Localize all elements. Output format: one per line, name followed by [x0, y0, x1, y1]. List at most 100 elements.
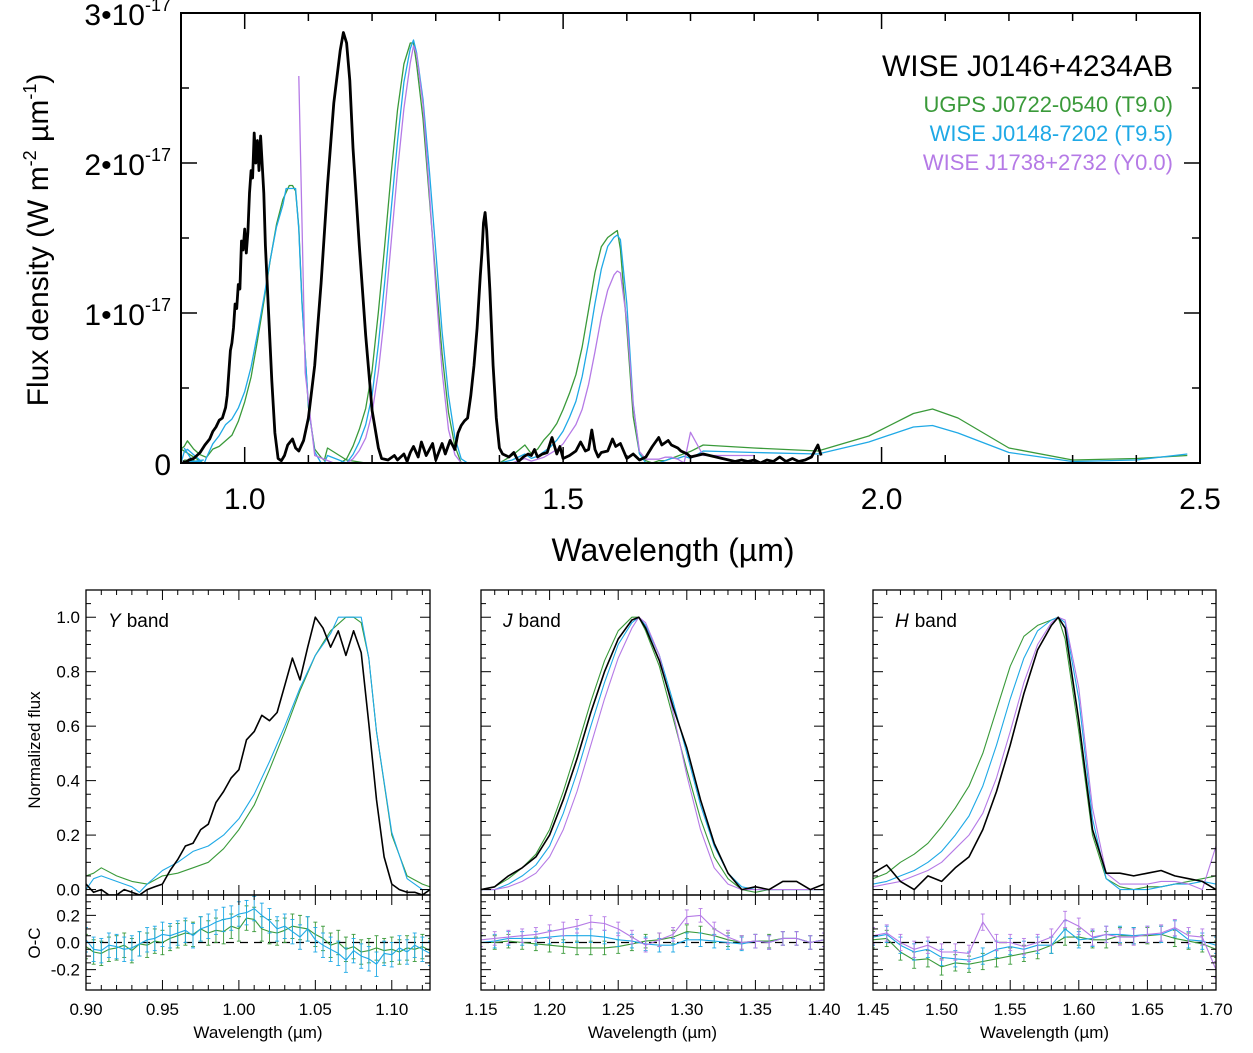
main-y-tick-label-exp: -17	[145, 0, 171, 15]
main-y-tick-label-base: 1•10	[84, 299, 145, 332]
band-letter: H	[895, 611, 909, 632]
band-x-tick-label: 1.50	[925, 1000, 958, 1019]
band-x-tick-label: 1.20	[533, 1000, 566, 1019]
residual-y-tick-label: 0.0	[56, 934, 80, 953]
main-y-tick-label: 0	[154, 449, 171, 482]
legend-entry-target: WISE J0146+4234AB	[882, 50, 1173, 83]
main-x-axis-label: Wavelength (µm)	[551, 532, 794, 568]
residual-line-wise0148	[873, 928, 1216, 961]
band-x-axis-label: Wavelength (µm)	[193, 1023, 322, 1042]
series-line-target	[182, 31, 823, 463]
main-ticks	[181, 12, 1201, 464]
residual-line-ugps	[86, 917, 430, 954]
main-legend: WISE J0146+4234AB UGPS J0722-0540 (T9.0)…	[882, 50, 1173, 175]
band-series-line-ugps	[481, 616, 824, 893]
band-x-tick-label: 1.05	[299, 1000, 332, 1019]
band-series-line-target	[481, 616, 824, 891]
band-x-tick-label: 1.45	[856, 1000, 889, 1019]
y-band-panel: 0.90 0.95 1.00 1.05 1.10 0.0 0.2 0.4 0.6 0.8 1.0 -0…	[51, 589, 431, 1042]
main-x-axis-label-post: )	[784, 532, 795, 568]
band-x-axis-label: Wavelength (µm)	[980, 1023, 1109, 1042]
j-band-panel: 1.15 1.20 1.25 1.30 1.35 1.40 J band Wavelength …	[464, 589, 841, 1042]
residual-line-wise0148	[86, 908, 430, 965]
band-y-tick-label: 0.2	[56, 826, 80, 845]
band-x-axis-label: Wavelength (µm)	[588, 1023, 717, 1042]
band-series-line-wise0148	[481, 616, 824, 891]
band-x-tick-label: 1.10	[375, 1000, 408, 1019]
main-x-tick-label: 2.5	[1179, 483, 1221, 516]
main-spectrum-panel: 1.0 1.5 2.0 2.5 01•10-172•10-173•10-17 Wave…	[20, 0, 1221, 568]
band-x-tick-label: 1.60	[1062, 1000, 1095, 1019]
band-series-line-target	[873, 616, 1216, 891]
normalized-flux-axis-label: Normalized flux	[25, 691, 44, 809]
band-series-line-wise1738	[873, 616, 1216, 891]
band-y-tick-label: 1.0	[56, 608, 80, 627]
band-series-line-ugps	[86, 616, 430, 888]
band-series-line-wise1738	[481, 616, 824, 891]
residual-y-tick-label: -0.2	[51, 961, 80, 980]
band-x-tick-label: 0.90	[69, 1000, 102, 1019]
band-x-tick-label: 1.15	[464, 1000, 497, 1019]
main-x-axis-label-pre: Wavelength (	[551, 532, 739, 568]
main-x-tick-labels: 1.0 1.5 2.0 2.5	[224, 483, 1221, 516]
main-x-tick-label: 1.5	[542, 483, 584, 516]
main-y-tick-labels: 01•10-172•10-173•10-17	[84, 0, 171, 482]
main-y-tick-label: 2•10-17	[84, 145, 171, 182]
main-series-group	[181, 31, 1188, 463]
legend-entry-ugps: UGPS J0722-0540 (T9.0)	[924, 92, 1173, 117]
legend-entry-wise1738: WISE J1738+2732 (Y0.0)	[923, 150, 1173, 175]
band-plot-frame	[872, 589, 1217, 896]
band-series-line-target	[86, 616, 430, 895]
residual-axis-label: O-C	[25, 927, 44, 958]
band-series-line-wise0148	[873, 616, 1216, 891]
band-letter: J	[502, 611, 513, 632]
band-letter: Y	[108, 611, 122, 632]
series-line-ugps	[181, 42, 1188, 463]
band-x-tick-label: 1.55	[994, 1000, 1027, 1019]
band-word: band	[915, 611, 957, 632]
series-line-wise0148	[181, 39, 1188, 463]
band-x-tick-label: 1.65	[1131, 1000, 1164, 1019]
band-x-tick-label: 0.95	[146, 1000, 179, 1019]
main-y-tick-label: 1•10-17	[84, 295, 171, 332]
main-y-tick-label-base: 2•10	[84, 149, 145, 182]
residual-y-tick-label: 0.2	[56, 906, 80, 925]
band-x-tick-label: 1.25	[602, 1000, 635, 1019]
main-y-tick-label-base: 3•10	[84, 0, 145, 32]
main-y-axis-label-pre: Flux density (W m	[22, 166, 55, 406]
main-y-tick-label: 3•10-17	[84, 0, 171, 32]
band-y-tick-label: 0.4	[56, 772, 80, 791]
main-y-axis-label-post: )	[22, 74, 55, 84]
band-x-tick-label: 1.35	[739, 1000, 772, 1019]
main-y-axis-label-mid: µm	[22, 100, 55, 151]
band-y-tick-label: 0.6	[56, 717, 80, 736]
residual-line-wise1738	[873, 918, 1216, 970]
band-plot-frame	[480, 589, 825, 896]
legend-entry-wise0148: WISE J0148-7202 (T9.5)	[930, 121, 1173, 146]
band-series-line-wise0148	[86, 616, 430, 893]
main-y-axis-label-exp2: -1	[20, 84, 40, 100]
series-line-wise1738	[298, 45, 755, 463]
band-x-tick-label: 1.70	[1199, 1000, 1232, 1019]
main-y-tick-label-exp: -17	[145, 295, 171, 315]
h-band-panel: 1.45 1.50 1.55 1.60 1.65 1.70 H band Wavelength …	[856, 589, 1233, 1042]
band-x-tick-label: 1.40	[807, 1000, 840, 1019]
band-x-tick-label: 1.00	[222, 1000, 255, 1019]
main-y-axis-label: Flux density (W m-2 µm-1)	[20, 74, 55, 407]
band-y-tick-label: 0.0	[56, 881, 80, 900]
main-y-axis-label-exp1: -2	[20, 150, 40, 166]
band-series-line-ugps	[873, 616, 1216, 891]
band-word: band	[127, 611, 169, 632]
main-x-axis-label-unit: µm	[739, 532, 784, 568]
residual-line-ugps	[481, 931, 824, 949]
main-x-tick-label: 2.0	[861, 483, 903, 516]
residual-line-wise1738	[481, 914, 824, 946]
band-word: band	[519, 611, 561, 632]
band-y-tick-label: 0.8	[56, 663, 80, 682]
main-y-tick-label-exp: -17	[145, 145, 171, 165]
